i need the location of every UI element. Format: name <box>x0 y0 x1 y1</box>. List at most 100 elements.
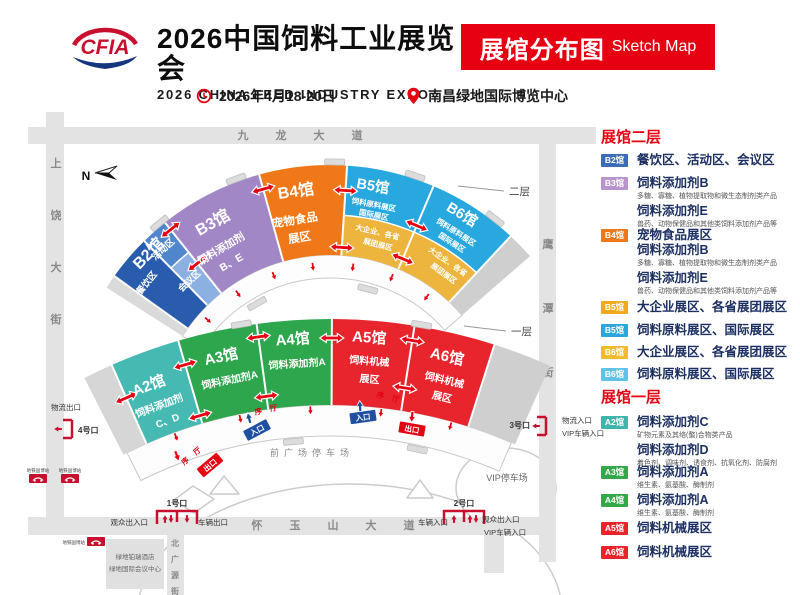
legend-title-line: 饲料机械展区 <box>637 521 713 535</box>
connector-arrow-icon <box>114 390 139 406</box>
hall-badge: B4馆 <box>601 229 628 242</box>
event-venue: 南昌绿地国际博览中心 <box>406 86 568 106</box>
legend-title-line: 饲料添加剂A <box>637 493 709 507</box>
arrow-left-icon <box>532 423 540 429</box>
metro-icon <box>72 479 75 482</box>
hall-B2 <box>114 241 208 329</box>
hall-B2-meeting <box>170 252 222 306</box>
gate-caption: 物流出口 <box>51 402 81 412</box>
arrow-down-icon <box>168 515 174 523</box>
arrow-down-icon <box>184 515 190 523</box>
metro-icon <box>91 542 94 545</box>
connector-arrow-icon <box>187 408 213 423</box>
arrow-down-icon <box>407 410 417 424</box>
ground-shape <box>209 475 240 495</box>
connector-arrow-icon <box>404 218 429 233</box>
gate-bracket <box>63 418 74 440</box>
legend-item-text: 饲料添加剂A 维生素、氨基酸、酶制剂 <box>637 493 798 521</box>
hall-badge: A5馆 <box>601 522 628 535</box>
street-name: 龙 <box>275 128 287 142</box>
exit-badge-bg <box>398 421 426 437</box>
hall-A3 <box>178 324 269 424</box>
entrance-tick-arrow-icon <box>349 262 357 273</box>
arrow-up-icon <box>451 515 457 523</box>
legend-item-text: 饲料添加剂C 矿物元素及其络(螯)合物类产品 饲料添加剂D 着色剂、调味剂、诱食剂、抗… <box>637 415 798 471</box>
street-name: 街 <box>170 586 179 595</box>
connector-arrow-icon <box>332 184 359 197</box>
legend-title-line: 宠物食品展区 <box>637 228 713 242</box>
legend-item-text: 大企业展区、各省展团展区 <box>637 345 798 360</box>
gate-4 <box>54 418 74 440</box>
street-name: 玉 <box>290 519 301 532</box>
gate-number-label: 3号口 <box>510 421 530 430</box>
arrow-up-icon <box>245 411 254 425</box>
hall-badge: B5馆 <box>601 301 628 314</box>
gate-caption: VIP车辆入口 <box>562 428 604 438</box>
event-info-bar: 2026年4月18-20日 南昌绿地国际博览中心 <box>0 86 800 108</box>
legend-item-text: 宠物食品展区 饲料添加剂B 多糖、寡糖、植物提取物和微生态制剂类产品 饲料添加剂E 兽药… <box>637 228 798 299</box>
metro-station-label: 地铁国博站 <box>63 539 86 546</box>
street-name: 鹰 <box>543 237 554 251</box>
street-name: 九 <box>237 128 249 142</box>
walkway <box>126 404 513 482</box>
hall-divider <box>113 275 189 330</box>
metro-icon <box>90 540 102 544</box>
hall-badge: B6馆 <box>601 346 628 359</box>
ground-shape <box>406 479 434 499</box>
stair-stub <box>282 437 304 446</box>
expo-title-en: 2026 CHINA FEED INDUSTRY EXPO <box>157 87 430 102</box>
stair-stub <box>357 283 379 295</box>
logo-swoosh <box>73 56 137 69</box>
gate-caption: 车辆入口 <box>418 517 448 527</box>
legend-sub-line: 多糖、寡糖、植物提取物和微生态制剂类产品 <box>637 260 777 267</box>
entrance-tick-arrow-icon <box>270 270 277 281</box>
stair-stub <box>230 319 252 330</box>
legend-item-B2: B2馆 餐饮区、活动区、会议区 <box>601 153 798 168</box>
connector-arrow-icon <box>187 255 208 272</box>
hall-B6-inner <box>398 232 477 302</box>
legend-item-B5: B5馆 大企业展区、各省展团展区 <box>601 300 798 315</box>
legend-title-line: 饲料添加剂C <box>637 415 709 429</box>
connector-arrow-icon <box>391 381 418 395</box>
legend-title-line: 饲料添加剂B <box>637 176 709 190</box>
entry-badge-text: 入口 <box>354 412 371 423</box>
metro-station-label: 地铁国博站 <box>59 467 82 474</box>
event-date: 2026年4月18-20日 <box>196 86 336 106</box>
entry-badge-bg <box>349 409 377 425</box>
hall-badge: A6馆 <box>601 546 628 559</box>
legend-item-text: 餐饮区、活动区、会议区 <box>637 153 798 168</box>
compass-n-label: N <box>82 169 91 183</box>
hall-divider <box>170 251 190 269</box>
street-name: 上 <box>51 156 62 170</box>
legend-item-B6: B6馆 饲料原料展区、国际展区 <box>601 367 798 382</box>
hall-label: B4馆 <box>277 179 316 203</box>
hall-A6 <box>401 325 495 427</box>
legend-title-line: 饲料添加剂B <box>637 243 709 257</box>
upper-tail-right <box>449 236 530 316</box>
stair-stub <box>324 158 346 166</box>
legend-item-A5: A5馆 饲料机械展区 <box>601 521 798 536</box>
stair-stub <box>246 296 268 312</box>
gate-1 <box>155 509 199 524</box>
legend-item-A2: A2馆 饲料添加剂C 矿物元素及其络(螯)合物类产品 饲料添加剂D 着色剂、调味剂、诱食… <box>601 415 798 471</box>
arrow-up-icon <box>467 515 473 523</box>
road <box>539 144 556 562</box>
legend-item-text: 饲料原料展区、国际展区 <box>637 367 798 382</box>
exit-badge-bg <box>196 452 224 478</box>
gate-caption: 观众出入口 <box>111 517 149 527</box>
banner-text-en: Sketch Map <box>611 38 697 55</box>
street-name: 潭 <box>543 301 554 315</box>
hall-B3 <box>165 174 284 293</box>
metro-station-label: 地铁国博站 <box>27 467 50 474</box>
hall-divider <box>467 344 496 427</box>
entrance-tick-arrow-icon <box>447 421 454 432</box>
legend-title-line: 饲料添加剂E <box>637 204 708 218</box>
street-name: 广 <box>171 554 179 564</box>
ground-shape <box>173 485 215 514</box>
upper-tail-left <box>106 276 188 336</box>
street-name: 源 <box>171 570 179 580</box>
arrow-down-icon <box>172 449 181 462</box>
street-name: 道 <box>352 128 363 142</box>
hall-legend: 展馆二层 B2馆 餐饮区、活动区、会议区 B3馆 饲料添加剂B 多糖、寡糖、植物提取物和微… <box>601 126 798 588</box>
